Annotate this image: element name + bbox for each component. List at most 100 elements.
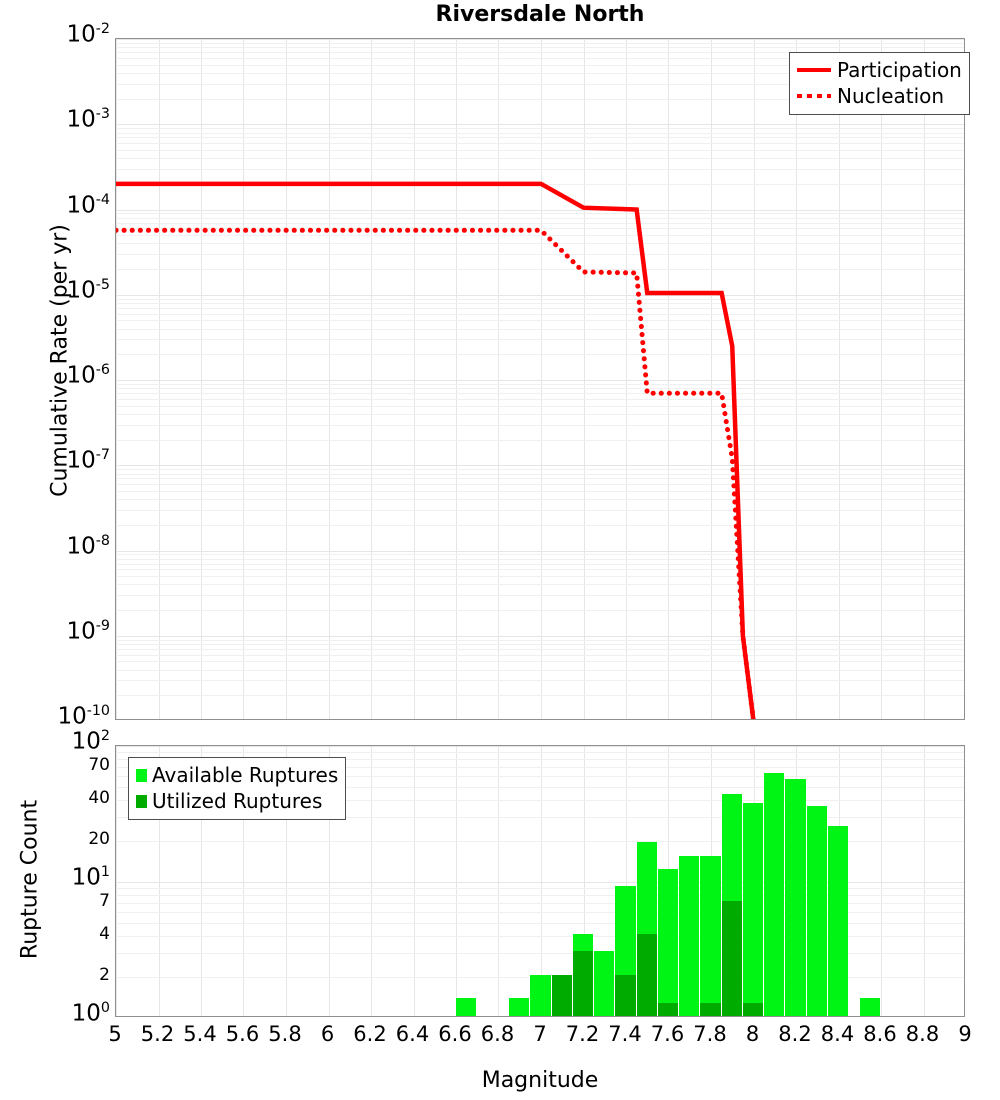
y-tick-bottom-minor: 4	[99, 924, 110, 945]
series-nucleation	[116, 227, 756, 719]
legend-label-available: Available Ruptures	[152, 763, 339, 787]
gridline-vertical	[668, 39, 669, 719]
bar[interactable]	[572, 934, 594, 1016]
gridline-horizontal	[116, 299, 964, 300]
gridline-vertical	[116, 746, 117, 1016]
bar[interactable]	[742, 802, 764, 1016]
bar-available	[742, 802, 764, 1016]
y-tick-top: 10-7	[66, 447, 111, 474]
x-tick: 7	[533, 1022, 547, 1046]
bar[interactable]	[700, 856, 721, 1016]
gridline-horizontal	[116, 903, 964, 904]
gridline-horizontal	[116, 218, 964, 219]
bar[interactable]	[456, 998, 477, 1016]
gridline-horizontal	[116, 636, 964, 637]
gridline-horizontal	[116, 644, 964, 645]
gridline-vertical	[286, 746, 287, 1016]
y-tick-bottom: 101	[71, 864, 110, 891]
gridline-vertical	[286, 39, 287, 719]
gridline-horizontal	[116, 551, 964, 552]
gridline-horizontal	[116, 128, 964, 129]
x-tick: 8	[745, 1022, 760, 1046]
gridline-horizontal	[116, 150, 964, 151]
legend-item-available-ruptures[interactable]: Available Ruptures	[136, 762, 338, 788]
bar[interactable]	[530, 975, 551, 1016]
gridline-vertical	[754, 39, 755, 719]
gridline-horizontal	[116, 569, 964, 570]
gridline-horizontal	[116, 649, 964, 650]
gridline-horizontal	[116, 84, 964, 85]
bar[interactable]	[679, 856, 700, 1016]
gridline-horizontal	[116, 841, 964, 842]
bar-available	[456, 998, 477, 1016]
gridline-horizontal	[116, 670, 964, 671]
gridline-vertical	[201, 746, 202, 1016]
gridline-horizontal	[116, 510, 964, 511]
gridline-horizontal	[116, 680, 964, 681]
bar[interactable]	[551, 975, 572, 1016]
gridline-vertical	[584, 39, 585, 719]
y-tick-bottom-minor: 2	[99, 965, 110, 986]
gridline-horizontal	[116, 235, 964, 236]
gridline-horizontal	[116, 767, 964, 768]
bar-utilized	[700, 1002, 721, 1016]
gridline-vertical	[881, 39, 882, 719]
bar[interactable]	[594, 951, 615, 1016]
gridline-vertical	[414, 39, 415, 719]
legend-item-participation[interactable]: Participation	[797, 57, 962, 83]
bar[interactable]	[827, 825, 849, 1016]
x-tick: 8.8	[905, 1022, 940, 1046]
x-tick: 6.8	[480, 1022, 515, 1046]
y-tick-top: 10-4	[66, 191, 111, 219]
gridline-horizontal	[116, 469, 964, 470]
legend-item-nucleation[interactable]: Nucleation	[797, 83, 962, 109]
legend-bottom: Available Ruptures Utilized Ruptures	[128, 757, 347, 820]
gridline-horizontal	[116, 58, 964, 59]
x-tick: 6	[320, 1022, 335, 1046]
x-tick: 6.6	[438, 1022, 472, 1046]
bar[interactable]	[785, 779, 806, 1016]
bar-available	[827, 825, 849, 1016]
bar[interactable]	[806, 806, 827, 1016]
gridline-horizontal	[116, 384, 964, 385]
gridline-vertical	[329, 746, 330, 1016]
bar-utilized	[615, 975, 636, 1016]
gridline-horizontal	[116, 576, 964, 577]
gridline-vertical	[541, 746, 542, 1016]
cumulative-rate-panel	[115, 38, 965, 720]
legend-top: Participation Nucleation	[789, 52, 970, 115]
gridline-horizontal	[116, 99, 964, 100]
bar-available	[859, 998, 880, 1016]
gridline-vertical	[371, 39, 372, 719]
bar-utilized	[721, 901, 742, 1016]
utilized-swatch-icon	[136, 794, 147, 808]
gridline-horizontal	[116, 133, 964, 134]
gridline-horizontal	[116, 800, 964, 801]
bar-available	[679, 856, 700, 1016]
bar-available	[785, 779, 806, 1016]
gridline-horizontal	[116, 243, 964, 244]
gridline-vertical	[243, 39, 244, 719]
gridline-horizontal	[116, 787, 964, 788]
gridline-vertical	[371, 746, 372, 1016]
y-tick-bottom-minor: 70	[88, 755, 110, 776]
bar[interactable]	[721, 793, 742, 1016]
bar[interactable]	[615, 886, 636, 1016]
y-tick-top: 10-6	[66, 362, 111, 389]
x-tick: 6.2	[353, 1022, 387, 1046]
legend-item-utilized-ruptures[interactable]: Utilized Ruptures	[136, 788, 338, 814]
gridline-horizontal	[116, 388, 964, 389]
bar[interactable]	[859, 998, 880, 1016]
bar[interactable]	[764, 773, 785, 1016]
gridline-vertical	[711, 39, 712, 719]
gridline-vertical	[541, 39, 542, 719]
bar[interactable]	[509, 998, 530, 1016]
gridline-vertical	[329, 39, 330, 719]
x-tick: 8.6	[863, 1022, 897, 1046]
bar-available	[594, 951, 615, 1016]
bar[interactable]	[657, 869, 679, 1016]
bar-available	[764, 773, 785, 1016]
bar[interactable]	[636, 842, 657, 1016]
gridline-horizontal	[116, 474, 964, 475]
x-tick: 5.2	[140, 1022, 175, 1046]
